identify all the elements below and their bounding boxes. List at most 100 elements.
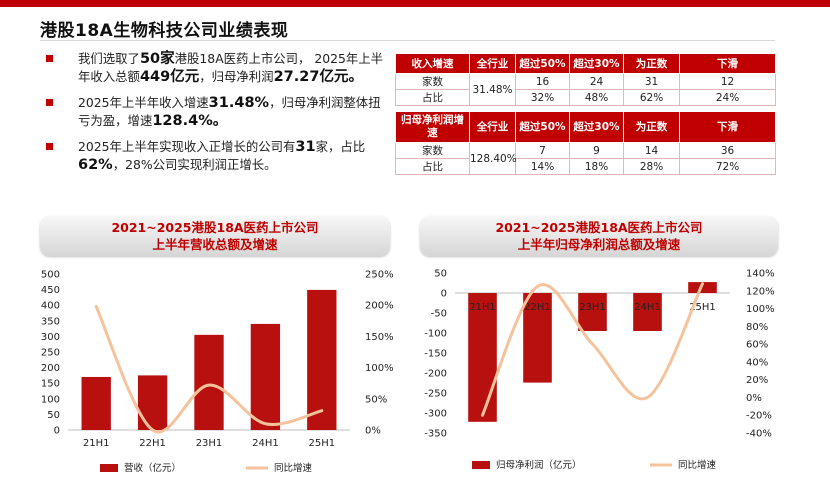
y-axis-left-tick: 0	[54, 426, 60, 437]
bullet-fragment: 我们选取了	[78, 51, 140, 66]
table-cell: 31	[623, 73, 680, 90]
bullet-fragment: 港股18A医药上市公司， 2025年上半年收入总额	[78, 51, 384, 84]
x-axis-tick: 21H1	[83, 438, 110, 449]
bar	[523, 293, 552, 383]
table-cell: 24	[569, 73, 624, 90]
bar	[578, 293, 607, 331]
y-axis-left-tick: 50	[434, 269, 447, 280]
bullet-highlight: 31	[295, 139, 316, 155]
chart-title-line: 上半年归母净利润总额及增速	[517, 237, 681, 252]
y-axis-left-tick: 50	[47, 410, 60, 421]
legend-bar-label: 归母净利润（亿元）	[496, 459, 582, 471]
page-title: 港股18A生物科技公司业绩表现	[40, 21, 289, 41]
profit-growth-table: 归母净利润增速 全行业 超过50% 超过30% 为正数 下滑 家数 128.40…	[395, 111, 776, 175]
y-axis-right-tick: 20%	[746, 375, 768, 386]
bullet-item: 2025年上半年实现收入正增长的公司有31家，占比 62%，28%公司实现利润正增…	[40, 138, 390, 174]
table-cell: 36	[679, 142, 776, 159]
profit-chart-title: 2021~2025港股18A医药上市公司 上半年归母净利润总额及增速	[420, 216, 778, 256]
bullet-list: 我们选取了50家港股18A医药上市公司， 2025年上半年收入总额449亿元，归…	[40, 50, 390, 182]
table-header: 下滑	[679, 111, 776, 143]
y-axis-right-tick: 0%	[365, 426, 381, 437]
x-axis-tick: 24H1	[634, 302, 661, 313]
y-axis-left-tick: 450	[41, 285, 60, 296]
x-axis-tick: 22H1	[524, 302, 551, 313]
y-axis-left-tick: -300	[424, 409, 447, 420]
table-cell: 9	[569, 142, 624, 159]
bar	[688, 282, 717, 293]
bullet-highlight: 449亿元	[139, 69, 200, 85]
y-axis-right-tick: 0%	[746, 393, 762, 404]
x-axis-tick: 25H1	[308, 438, 335, 449]
table-header: 超过50%	[515, 111, 570, 143]
table-cell: 14%	[515, 158, 570, 175]
table-header: 为正数	[623, 53, 680, 74]
table-row: 占比 14% 18% 28% 72%	[395, 158, 776, 175]
y-axis-right-tick: 100%	[365, 363, 394, 374]
y-axis-right-tick: 140%	[746, 269, 775, 280]
y-axis-left-tick: 250	[41, 348, 60, 359]
chart-title-line: 上半年营收总额及增速	[152, 237, 278, 252]
legend-bar-label: 营收（亿元）	[124, 462, 181, 474]
bullet-fragment: 2025年上半年收入增速	[78, 95, 209, 110]
bullet-item: 我们选取了50家港股18A医药上市公司， 2025年上半年收入总额449亿元，归…	[40, 50, 390, 86]
bar	[81, 376, 111, 430]
y-axis-right-tick: 40%	[746, 357, 768, 368]
bullet-square-icon	[46, 99, 53, 106]
y-axis-left-tick: 350	[41, 316, 60, 327]
y-axis-right-tick: 80%	[746, 322, 768, 333]
growth-line	[94, 304, 324, 434]
revenue-growth-table: 收入增速 全行业 超过50% 超过30% 为正数 下滑 家数 31.48% 16…	[395, 53, 776, 106]
legend-bar-swatch	[100, 464, 118, 472]
top-accent-bar	[0, 0, 830, 7]
y-axis-left-tick: -50	[431, 309, 447, 320]
y-axis-right-tick: 100%	[746, 304, 775, 315]
table-row: 家数 128.40% 7 9 14 36	[395, 142, 776, 175]
x-axis-tick: 22H1	[139, 438, 166, 449]
x-axis-tick: 21H1	[469, 302, 496, 313]
y-axis-left-tick: 400	[41, 301, 60, 312]
y-axis-left-tick: 500	[41, 270, 60, 281]
revenue-chart-title: 2021~2025港股18A医药上市公司 上半年营收总额及增速	[40, 216, 390, 256]
table-cell: 72%	[679, 158, 776, 175]
table-row: 家数 31.48% 16 24 31 12	[395, 73, 776, 106]
table-cell: 24%	[679, 89, 776, 106]
x-axis-tick: 25H1	[689, 302, 716, 313]
bar	[633, 293, 662, 331]
bullet-highlight: 27.27亿元。	[273, 69, 363, 85]
y-axis-right-tick: 200%	[365, 301, 394, 312]
bullet-item: 2025年上半年收入增速31.48%，归母净利润整体扭亏为盈，增速128.4%。	[40, 94, 390, 130]
chart-title-line: 2021~2025港股18A医药上市公司	[111, 220, 319, 235]
y-axis-left-tick: 200	[41, 363, 60, 374]
y-axis-left-tick: -350	[424, 429, 447, 440]
bullet-text: 2025年上半年实现收入正增长的公司有31家，占比 62%，28%公司实现利润正增…	[78, 139, 366, 173]
legend-line-label: 同比增速	[678, 459, 717, 471]
y-axis-left-tick: -150	[424, 349, 447, 360]
bullet-fragment: ，归母净利润整体扭亏为盈，增速	[78, 95, 381, 128]
bullet-square-icon	[46, 143, 53, 150]
y-axis-right-tick: 120%	[746, 286, 775, 297]
table-header: 收入增速	[395, 53, 470, 74]
bullet-fragment: 家，占比	[315, 139, 366, 154]
overall-value: 31.48%	[469, 73, 516, 106]
table-header: 全行业	[469, 53, 516, 74]
bar	[468, 293, 497, 422]
bullet-fragment: ，归母净利润	[199, 69, 274, 84]
growth-line	[481, 282, 704, 417]
y-axis-left-tick: -100	[424, 329, 447, 340]
table-cell: 18%	[569, 158, 624, 175]
bar	[137, 375, 168, 430]
y-axis-right-tick: 150%	[365, 332, 394, 343]
row-label: 占比	[395, 158, 470, 175]
table-row: 占比 32% 48% 62% 24%	[395, 89, 776, 106]
y-axis-right-tick: -40%	[746, 429, 772, 440]
row-label: 占比	[395, 89, 470, 106]
table-header: 超过30%	[569, 53, 624, 74]
y-axis-left-tick: -250	[424, 389, 447, 400]
bullet-fragment: 2025年上半年实现收入正增长的公司有	[78, 139, 296, 154]
bullet-text: 我们选取了50家港股18A医药上市公司， 2025年上半年收入总额449亿元，归…	[78, 51, 384, 85]
bar	[307, 289, 337, 430]
x-axis-tick: 24H1	[252, 438, 279, 449]
y-axis-left-tick: 150	[41, 379, 60, 390]
bullet-highlight: 50家	[139, 51, 175, 67]
